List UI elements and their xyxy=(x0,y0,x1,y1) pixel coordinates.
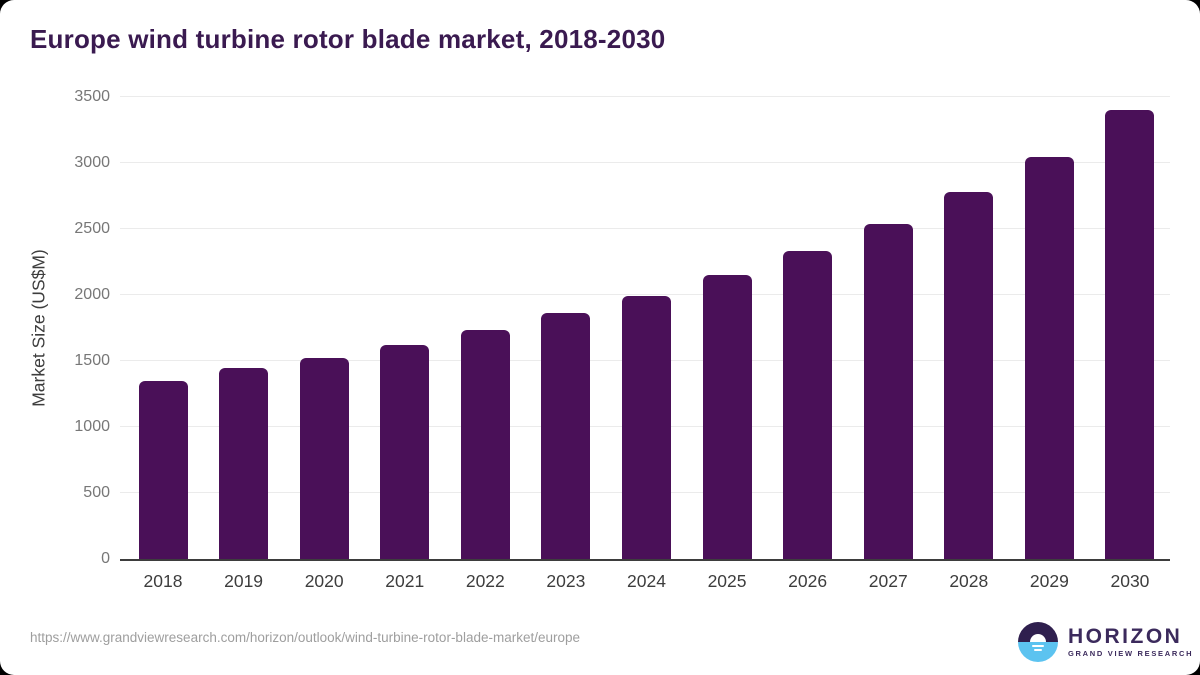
y-tick-label-1500: 1500 xyxy=(74,352,110,369)
x-tick-label-2028: 2028 xyxy=(949,571,989,591)
y-axis-title: Market Size (US$M) xyxy=(28,249,49,407)
gridline-3000 xyxy=(120,162,1170,163)
source-url: https://www.grandviewresearch.com/horizo… xyxy=(30,630,581,645)
x-tick-label-2021: 2021 xyxy=(385,571,425,591)
x-tick-label-2030: 2030 xyxy=(1110,571,1150,591)
x-tick-label-2029: 2029 xyxy=(1029,571,1069,591)
bar-2018 xyxy=(138,380,188,559)
brand-name: HORIZON xyxy=(1068,625,1183,649)
x-tick-label-2027: 2027 xyxy=(868,571,908,591)
bar-2023 xyxy=(541,313,591,559)
brand-subtitle: GRAND VIEW RESEARCH xyxy=(1068,649,1194,659)
bar-2019 xyxy=(219,368,269,559)
gridline-2000 xyxy=(120,294,1170,295)
bar-2029 xyxy=(1024,157,1074,559)
y-tick-label-1000: 1000 xyxy=(74,418,110,435)
y-tick-label-3000: 3000 xyxy=(74,154,110,171)
y-tick-label-500: 500 xyxy=(83,484,110,501)
x-tick-label-2022: 2022 xyxy=(465,571,505,591)
x-tick-label-2024: 2024 xyxy=(627,571,666,591)
bar-2022 xyxy=(460,329,510,559)
x-tick-label-2020: 2020 xyxy=(304,571,344,591)
gridline-3500 xyxy=(120,96,1170,97)
x-tick-label-2025: 2025 xyxy=(707,571,747,591)
x-tick-label-2018: 2018 xyxy=(143,571,183,591)
y-tick-label-0: 0 xyxy=(101,550,110,567)
bar-2028 xyxy=(944,192,994,559)
bar-2021 xyxy=(380,345,430,559)
bar-2025 xyxy=(702,275,752,559)
y-tick-label-2500: 2500 xyxy=(74,220,110,237)
brand-logo-text: HORIZON GRAND VIEW RESEARCH xyxy=(1068,626,1193,658)
bar-2020 xyxy=(299,357,349,559)
horizon-sun-logo-icon xyxy=(1018,622,1058,662)
x-tick-label-2026: 2026 xyxy=(788,571,828,591)
gridline-2500 xyxy=(120,228,1170,229)
bar-chart-plot-area xyxy=(120,96,1170,561)
bar-2024 xyxy=(621,296,671,559)
x-tick-label-2019: 2019 xyxy=(224,571,264,591)
bar-2026 xyxy=(783,250,833,559)
y-tick-label-2000: 2000 xyxy=(74,286,110,303)
bar-2027 xyxy=(863,223,913,559)
y-tick-label-3500: 3500 xyxy=(74,88,110,105)
bar-2030 xyxy=(1105,110,1155,559)
brand-logo: HORIZON GRAND VIEW RESEARCH xyxy=(1018,622,1193,662)
chart-title: Europe wind turbine rotor blade market, … xyxy=(30,24,666,54)
x-tick-label-2023: 2023 xyxy=(546,571,586,591)
